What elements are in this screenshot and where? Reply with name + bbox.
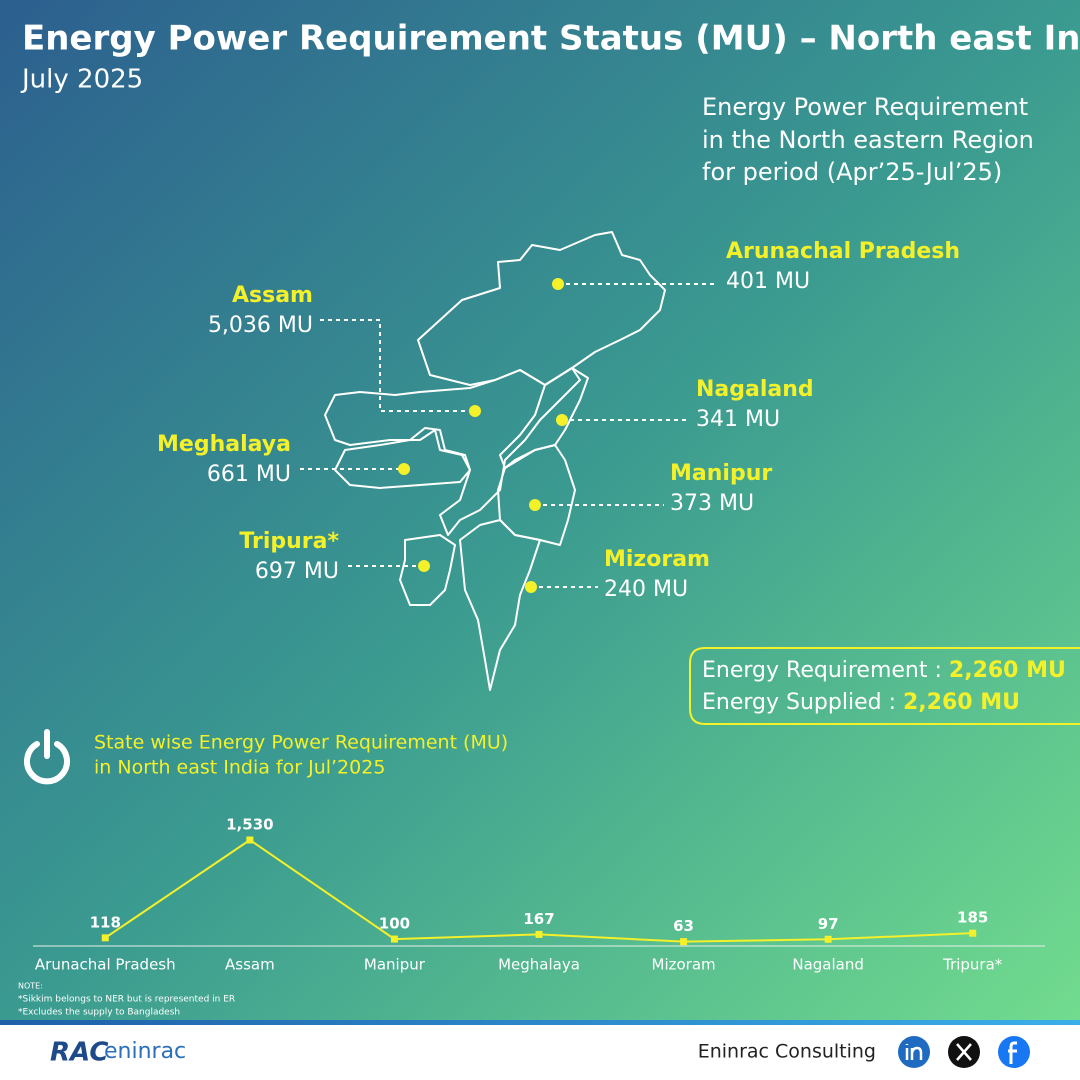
caption-line: Energy Power Requirement — [702, 93, 1028, 121]
logo-mark: RAC — [50, 1038, 108, 1068]
state-value: 5,036 MU — [208, 313, 313, 338]
mizoram — [459, 519, 541, 691]
tripura — [399, 534, 456, 606]
chart-title: State wise Energy Power Requirement (MU) — [94, 732, 508, 754]
summary-value: 2,260 MU — [903, 690, 1020, 715]
summary-label: Energy Requirement : — [702, 658, 942, 683]
line-chart: 118 1,530 100 167 63 97 185 Arunachal Pradesh As… — [35, 816, 1003, 974]
state-value: 401 MU — [726, 269, 810, 294]
power-arc — [24, 741, 70, 785]
caption-line: for period (Apr’25-Jul’25) — [702, 158, 1002, 186]
value-label: 185 — [957, 909, 988, 927]
point — [535, 930, 543, 938]
value-label: 118 — [90, 913, 121, 931]
x-tick-label: Assam — [225, 956, 275, 974]
summary-value: 2,260 MU — [949, 658, 1066, 683]
point — [390, 935, 398, 943]
x-tick-label: Nagaland — [792, 956, 864, 974]
state-name: Meghalaya — [157, 432, 291, 457]
note: *Excludes the supply to Bangladesh — [18, 1008, 180, 1018]
summary-line: Energy Requirement : 2,260 MU — [702, 658, 1066, 683]
dot — [552, 278, 564, 290]
dots — [398, 278, 568, 593]
summary-box — [689, 647, 1080, 725]
logo-text: eninrac — [104, 1039, 186, 1064]
note-heading: NOTE: — [18, 982, 43, 991]
caption-line: in the North eastern Region — [702, 126, 1034, 154]
state-name: Assam — [232, 283, 313, 308]
x-tick-label: Manipur — [364, 956, 426, 974]
x-tick-label: Tripura* — [942, 956, 1003, 974]
state-value: 697 MU — [255, 559, 339, 584]
value-label: 97 — [818, 915, 839, 933]
state-name: Manipur — [670, 461, 772, 486]
map-outline — [324, 231, 666, 691]
dot — [398, 463, 410, 475]
notes: NOTE: *Sikkim belongs to NER but is repr… — [18, 982, 235, 1018]
summary-line: Energy Supplied : 2,260 MU — [702, 690, 1020, 715]
state-value: 661 MU — [207, 462, 291, 487]
manipur — [497, 444, 576, 546]
linkedin-icon[interactable] — [898, 1036, 930, 1068]
leaders — [300, 283, 718, 588]
map-caption: Energy Power Requirement in the North ea… — [702, 93, 1034, 186]
value-label: 167 — [523, 910, 554, 928]
leader — [320, 319, 475, 412]
state-value: 373 MU — [670, 491, 754, 516]
state-value: 341 MU — [696, 407, 780, 432]
x-tick-label: Meghalaya — [498, 956, 580, 974]
facebook-glyph — [1008, 1041, 1017, 1064]
linkedin-glyph — [905, 1044, 923, 1060]
meghalaya — [334, 427, 471, 489]
value-label: 100 — [379, 915, 410, 933]
subtitle: July 2025 — [20, 65, 143, 95]
point — [969, 929, 977, 937]
state-name: Tripura* — [239, 529, 339, 554]
state-name: Arunachal Pradesh — [726, 239, 960, 264]
note: *Sikkim belongs to NER but is represente… — [18, 995, 235, 1005]
state-value: 240 MU — [604, 577, 688, 602]
title: Energy Power Requirement Status (MU) – N… — [22, 19, 1080, 59]
x-tick-label: Arunachal Pradesh — [35, 956, 176, 974]
social-icons — [898, 1036, 1030, 1068]
value-label: 1,530 — [226, 816, 273, 834]
dot — [529, 499, 541, 511]
chart-title: in North east India for Jul’2025 — [94, 757, 385, 779]
dot — [418, 560, 430, 572]
company: Eninrac Consulting — [698, 1041, 876, 1063]
dot — [556, 414, 568, 426]
x-glyph — [956, 1043, 972, 1061]
dot — [469, 405, 481, 417]
point — [680, 938, 688, 946]
point — [101, 934, 109, 942]
footer-strip — [0, 1020, 1080, 1025]
x-tick-label: Mizoram — [652, 956, 716, 974]
point — [824, 935, 832, 943]
summary-label: Energy Supplied : — [702, 690, 896, 715]
dot — [525, 581, 537, 593]
power-icon — [24, 729, 70, 785]
assam — [324, 367, 581, 536]
background — [0, 0, 1080, 1025]
point — [246, 836, 254, 844]
state-name: Nagaland — [696, 377, 814, 402]
value-label: 63 — [673, 917, 694, 935]
state-labels: Arunachal Pradesh 401 MU Assam 5,036 MU … — [157, 239, 960, 602]
state-name: Mizoram — [604, 547, 710, 572]
